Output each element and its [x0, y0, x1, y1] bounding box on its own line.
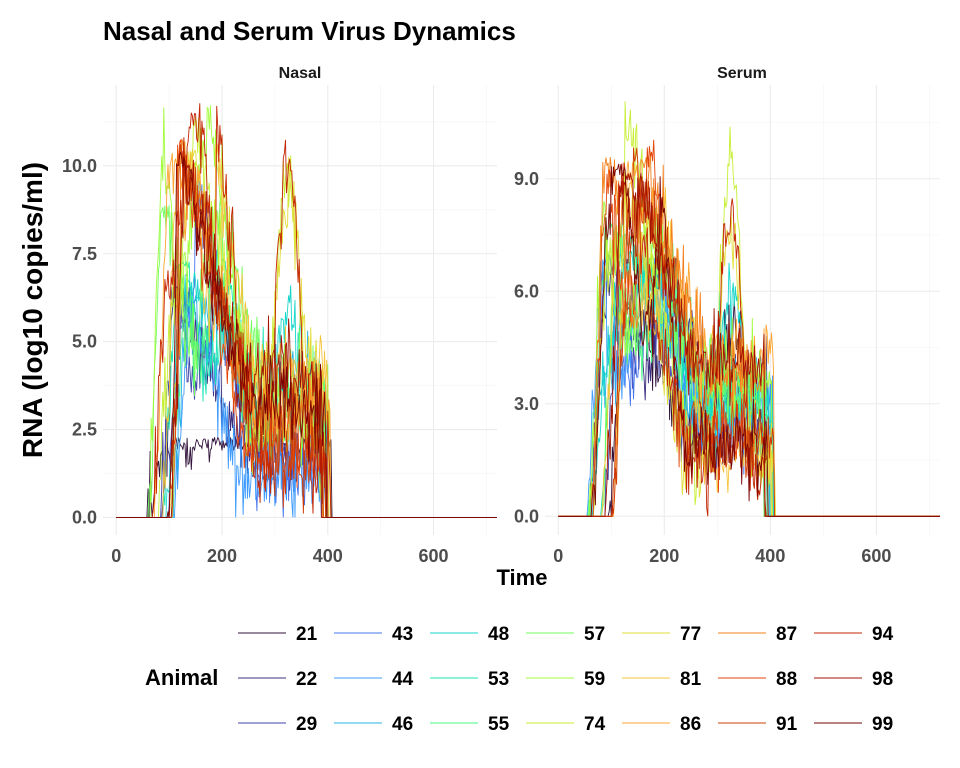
legend-label-55: 55	[488, 714, 510, 735]
legend-label-21: 21	[296, 624, 318, 645]
y-tick-label: 5.0	[72, 332, 97, 352]
x-axis-title: Time	[497, 565, 548, 590]
legend-label-74: 74	[584, 714, 606, 735]
x-tick-label: 400	[755, 546, 785, 566]
legend-label-43: 43	[392, 624, 413, 645]
legend-label-86: 86	[680, 714, 701, 735]
legend-label-48: 48	[488, 624, 509, 645]
legend-title: Animal	[145, 665, 218, 690]
panel-nasal: 0 200 400 600 0.0 2.5 5.0 7.5 10.0	[62, 85, 497, 566]
series-line-99	[116, 150, 497, 518]
legend-label-29: 29	[296, 714, 317, 735]
legend-label-77: 77	[680, 624, 701, 645]
panel-serum: 0 200 400 600 0.0 3.0 6.0 9.0	[514, 85, 940, 566]
y-tick-label: 2.5	[72, 420, 97, 440]
legend-label-59: 59	[584, 669, 605, 690]
y-tick-label: 0.0	[514, 506, 539, 526]
legend-label-99: 99	[872, 714, 893, 735]
panel-title-serum: Serum	[717, 65, 767, 82]
x-tick-label: 600	[861, 546, 891, 566]
series-line-99	[558, 163, 940, 517]
legend-label-53: 53	[488, 669, 509, 690]
panel-title-nasal: Nasal	[279, 65, 322, 82]
y-tick-label: 3.0	[514, 394, 539, 414]
y-tick-label: 9.0	[514, 169, 539, 189]
x-tick-label: 0	[553, 546, 563, 566]
x-tick-label: 600	[419, 546, 449, 566]
x-tick-label: 0	[111, 546, 121, 566]
x-tick-label: 200	[649, 546, 679, 566]
y-tick-label: 0.0	[72, 507, 97, 527]
legend-label-57: 57	[584, 624, 605, 645]
legend-label-98: 98	[872, 669, 893, 690]
legend-label-81: 81	[680, 669, 702, 690]
legend-label-22: 22	[296, 669, 317, 690]
x-tick-label: 400	[313, 546, 343, 566]
y-tick-label: 10.0	[62, 156, 97, 176]
y-tick-label: 7.5	[72, 244, 97, 264]
legend-label-91: 91	[776, 714, 798, 735]
legend: 21 22 29 43 44 46 48 53 55 57 59 74 77 81 86 87 88 91 94 98…	[238, 624, 894, 735]
legend-label-46: 46	[392, 714, 413, 735]
legend-label-44: 44	[392, 669, 414, 690]
y-axis-title: RNA (log10 copies/ml)	[17, 162, 48, 458]
legend-label-94: 94	[872, 624, 894, 645]
chart-title: Nasal and Serum Virus Dynamics	[103, 16, 516, 46]
y-tick-label: 6.0	[514, 281, 539, 301]
legend-label-88: 88	[776, 669, 797, 690]
legend-label-87: 87	[776, 624, 797, 645]
x-tick-label: 200	[207, 546, 237, 566]
